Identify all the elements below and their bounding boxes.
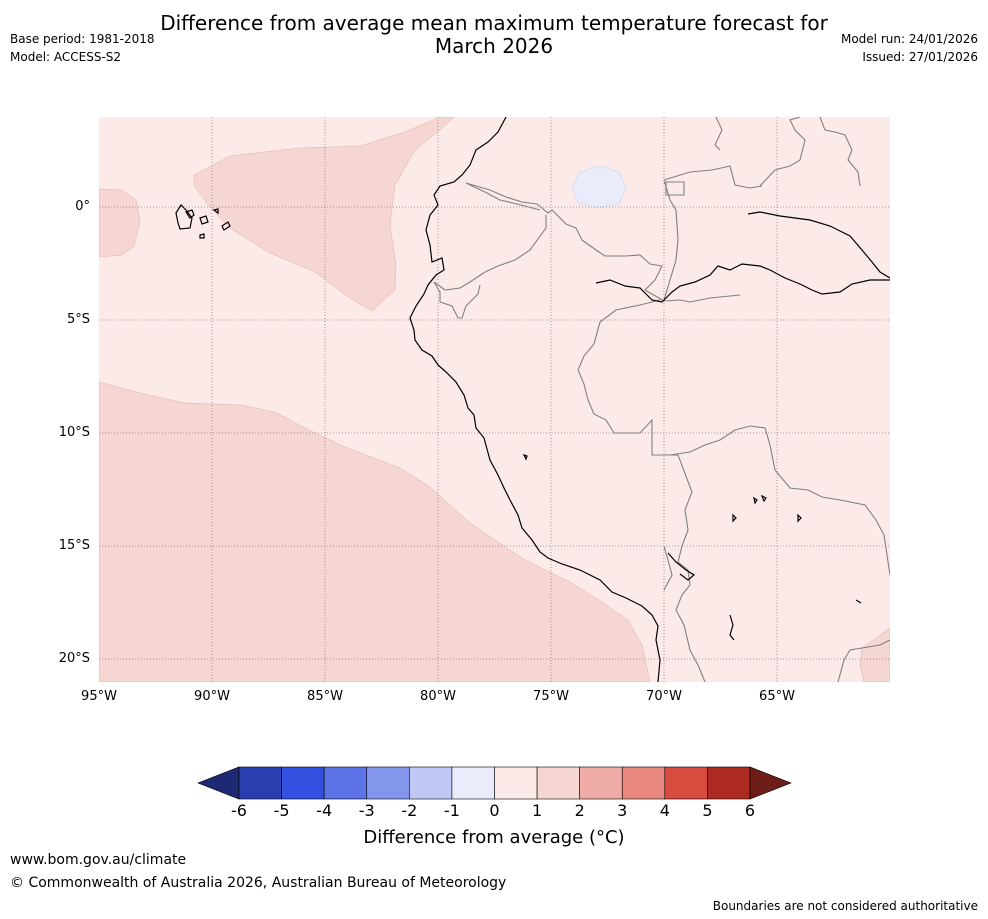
colorbar-tick-label: -3	[358, 801, 375, 820]
lat-label-15s: 15°S	[58, 538, 90, 553]
anomaly-patch-west-small	[99, 188, 141, 258]
colorbar-tick-label: 2	[574, 801, 585, 820]
colorbar-segment	[366, 766, 410, 800]
anomaly-patch-negative	[571, 165, 627, 209]
colorbar-segment	[281, 766, 325, 800]
colorbar-tick-label: 6	[744, 801, 756, 820]
meta-left: Base period: 1981-2018 Model: ACCESS-S2	[10, 30, 155, 66]
lat-label-5s: 5°S	[66, 312, 90, 327]
colorbar-tick-label: 1	[531, 801, 543, 820]
colorbar-tick-label: -1	[443, 801, 460, 820]
model-name: Model: ACCESS-S2	[10, 50, 122, 64]
colorbar-tick-label: 4	[659, 801, 670, 820]
colorbar-tick-label: 5	[702, 801, 713, 820]
map-title: Difference from average mean maximum tem…	[0, 12, 988, 58]
colorbar-tick-label: -4	[316, 801, 333, 820]
country-borders	[433, 117, 890, 682]
colorbar-segments	[238, 766, 751, 800]
colorbar-title: Difference from average (°C)	[363, 827, 625, 848]
colorbar-tick-label: -5	[273, 801, 290, 820]
copyright-text: © Commonwealth of Australia 2026, Austra…	[10, 875, 507, 891]
colorbar-segment	[707, 766, 751, 800]
colorbar-low-extend	[197, 766, 240, 800]
anomaly-patch-north	[193, 117, 455, 312]
colorbar-segment	[621, 766, 666, 800]
lon-label-95w: 95°W	[81, 689, 117, 704]
website-link[interactable]: www.bom.gov.au/climate	[10, 852, 187, 868]
lon-label-65w: 65°W	[759, 689, 795, 704]
lon-label-80w: 80°W	[420, 689, 456, 704]
base-period: Base period: 1981-2018	[10, 32, 155, 46]
lon-label-90w: 90°W	[194, 689, 230, 704]
lat-label-10s: 10°S	[58, 425, 90, 440]
colorbar-segment	[451, 766, 495, 800]
colorbar-high-extend	[749, 766, 792, 800]
galapagos-islands	[175, 204, 862, 641]
colorbar-segment	[536, 766, 580, 800]
map-title-line1: Difference from average mean maximum tem…	[160, 11, 828, 35]
anomaly-patch-south	[99, 381, 651, 682]
map-title-line2: March 2026	[434, 34, 554, 58]
gridlines	[99, 117, 890, 682]
lon-label-85w: 85°W	[307, 689, 343, 704]
issued-date: Issued: 27/01/2026	[862, 50, 978, 64]
colorbar-tick-label: -2	[401, 801, 418, 820]
coastline	[409, 117, 890, 682]
anomaly-patch-southeast	[859, 627, 890, 682]
colorbar-segment	[664, 766, 708, 800]
colorbar-segment	[494, 766, 538, 800]
colorbar-tick-label: 3	[617, 801, 628, 820]
colorbar-segment	[238, 766, 282, 800]
colorbar-tick-label: 0	[489, 801, 500, 820]
colorbar-segment	[323, 766, 368, 800]
lon-label-70w: 70°W	[646, 689, 682, 704]
lon-label-75w: 75°W	[533, 689, 569, 704]
model-run: Model run: 24/01/2026	[840, 32, 978, 46]
colorbar-segment	[579, 766, 623, 800]
disclaimer-text: Boundaries are not considered authoritat…	[712, 899, 978, 913]
lat-label-20s: 20°S	[58, 651, 90, 666]
colorbar-segment	[409, 766, 453, 800]
colorbar-tick-label: -6	[231, 801, 247, 820]
lat-label-0: 0°	[75, 199, 90, 214]
meta-right: Model run: 24/01/2026 Issued: 27/01/2026	[841, 30, 978, 66]
